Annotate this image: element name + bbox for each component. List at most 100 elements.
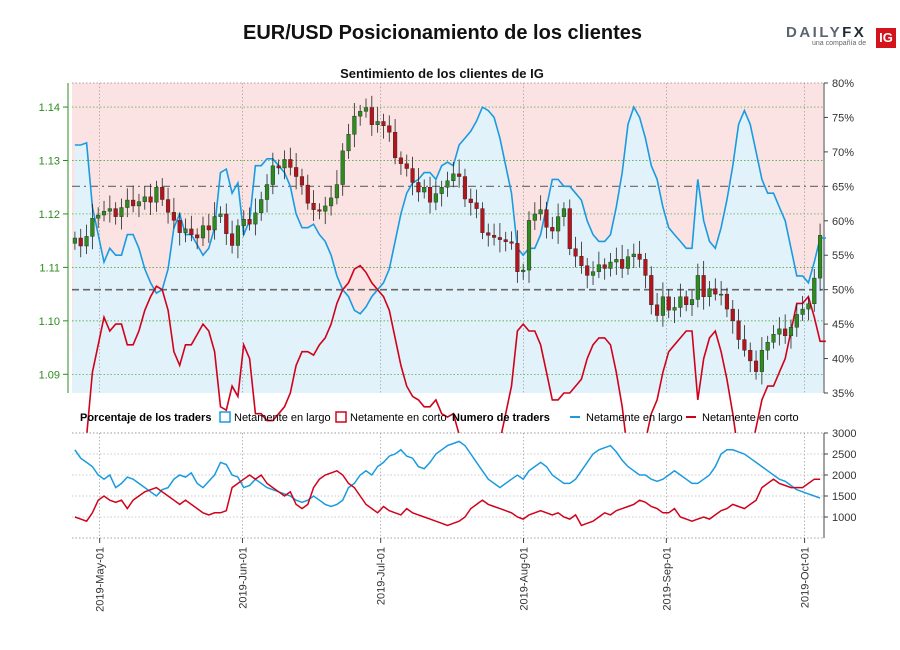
candle-body bbox=[177, 220, 182, 233]
legend: Porcentaje de los traders Netamente en l… bbox=[80, 411, 799, 424]
candle-body bbox=[777, 328, 782, 335]
price-tick-label: 1.14 bbox=[39, 102, 60, 114]
candle-body bbox=[224, 213, 229, 234]
candle-body bbox=[387, 125, 392, 133]
candle-body bbox=[480, 208, 485, 233]
candle-body bbox=[806, 303, 811, 310]
candle-body bbox=[358, 111, 363, 117]
candle-body bbox=[334, 184, 339, 199]
candle-body bbox=[195, 234, 200, 239]
candle-body bbox=[637, 253, 642, 260]
candle-body bbox=[270, 165, 275, 185]
candle-body bbox=[107, 208, 112, 212]
candle-body bbox=[503, 239, 508, 242]
count-tick-label: 1500 bbox=[832, 491, 856, 503]
price-tick-label: 1.10 bbox=[39, 316, 60, 328]
candle-body bbox=[381, 121, 386, 126]
legend-pct-long-swatch bbox=[219, 411, 231, 423]
pct-tick-label: 75% bbox=[832, 112, 854, 124]
candle-body bbox=[812, 277, 817, 304]
legend-num-title: Numero de traders bbox=[452, 412, 550, 424]
candle-body bbox=[154, 187, 159, 203]
legend-pct-long: Netamente en largo bbox=[234, 412, 331, 424]
chart-title: Sentimiento de los clientes de IG bbox=[340, 66, 544, 81]
candle-body bbox=[427, 187, 433, 203]
count-tick-label: 3000 bbox=[832, 428, 856, 440]
candle-body bbox=[497, 237, 502, 240]
candle-body bbox=[375, 121, 380, 125]
date-tick-label: 2019-Sep-01 bbox=[661, 547, 673, 611]
candle-body bbox=[794, 314, 799, 328]
trader-count-plot: 1000 1500 2000 2500 3000 bbox=[72, 428, 856, 539]
candle-body bbox=[142, 196, 147, 202]
candle-body bbox=[748, 350, 753, 362]
candle-body bbox=[218, 213, 223, 217]
sub-plot-background bbox=[72, 433, 823, 538]
candle-body bbox=[410, 168, 415, 183]
long-count-line bbox=[74, 440, 821, 508]
candle-body bbox=[404, 163, 409, 169]
logo-subtitle: una compañía de bbox=[812, 40, 867, 47]
pct-tick-label: 60% bbox=[832, 216, 854, 228]
candle-body bbox=[317, 209, 322, 212]
candle-body bbox=[561, 208, 566, 217]
candle-body bbox=[393, 131, 398, 159]
x-axis: 2019-May-01 2019-Jun-01 2019-Jul-01 2019-Au… bbox=[95, 538, 812, 612]
candle-body bbox=[462, 176, 468, 200]
candle-body bbox=[608, 261, 613, 269]
candle-body bbox=[556, 216, 561, 232]
date-tick-label: 2019-May-01 bbox=[95, 547, 107, 612]
candle-body bbox=[416, 182, 421, 193]
candle-body bbox=[684, 296, 689, 306]
candle-body bbox=[96, 214, 101, 219]
candle-body bbox=[771, 334, 776, 343]
candle-body bbox=[165, 199, 171, 213]
candle-body bbox=[509, 241, 514, 244]
candle-body bbox=[241, 219, 246, 226]
candle-body bbox=[200, 225, 206, 239]
candle-body bbox=[625, 256, 631, 269]
count-tick-label: 1000 bbox=[832, 512, 856, 524]
candle-body bbox=[235, 225, 240, 246]
candle-body bbox=[707, 288, 712, 297]
pct-tick-label: 45% bbox=[832, 319, 854, 331]
candle-body bbox=[264, 184, 270, 200]
legend-pct-title: Porcentaje de los traders bbox=[80, 412, 211, 424]
candle-body bbox=[84, 236, 89, 247]
count-tick-label: 2000 bbox=[832, 470, 856, 482]
candle-body bbox=[299, 176, 305, 186]
candle-body bbox=[311, 203, 316, 210]
candle-body bbox=[474, 202, 479, 209]
candle-body bbox=[78, 237, 83, 247]
pct-tick-label: 70% bbox=[832, 147, 854, 159]
price-tick-label: 1.13 bbox=[39, 156, 60, 168]
count-tick-label: 2500 bbox=[832, 449, 856, 461]
ig-logo-icon: IG bbox=[876, 28, 896, 48]
candle-body bbox=[695, 275, 700, 300]
candle-body bbox=[90, 218, 95, 237]
candle-body bbox=[468, 198, 473, 203]
logo-wordmark: DAILYFX bbox=[786, 24, 867, 41]
candle-body bbox=[457, 173, 462, 177]
candle-body bbox=[579, 255, 584, 266]
candle-body bbox=[486, 232, 491, 236]
candle-body bbox=[742, 339, 747, 351]
candle-body bbox=[113, 208, 118, 217]
legend-num-long: Netamente en largo bbox=[586, 412, 683, 424]
candle-body bbox=[352, 115, 357, 135]
candle-body bbox=[125, 199, 130, 208]
page-title: EUR/USD Posicionamiento de los clientes bbox=[243, 22, 642, 44]
candle-body bbox=[346, 134, 351, 152]
candle-body bbox=[422, 187, 427, 193]
candle-body bbox=[567, 208, 572, 249]
candle-body bbox=[573, 248, 578, 257]
candle-body bbox=[788, 327, 794, 337]
candle-body bbox=[655, 304, 660, 316]
long-sentiment-area bbox=[72, 107, 826, 393]
pct-tick-label: 55% bbox=[832, 250, 854, 262]
candle-body bbox=[759, 350, 764, 372]
pct-tick-label: 80% bbox=[832, 78, 854, 90]
candle-body bbox=[631, 253, 636, 257]
candle-body bbox=[532, 213, 537, 221]
